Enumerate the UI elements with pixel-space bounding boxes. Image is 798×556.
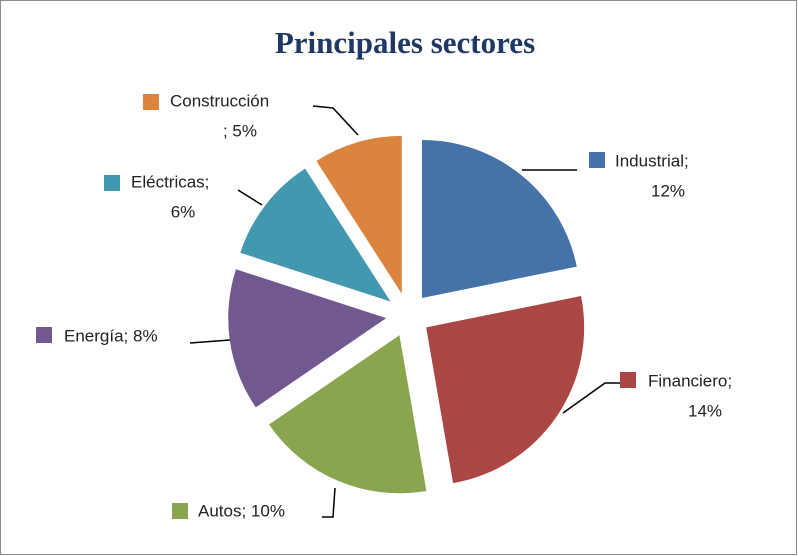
data-label: Autos; 10%	[198, 501, 285, 520]
data-label: Industrial;	[615, 151, 689, 170]
label-key	[172, 503, 188, 519]
pie-slice	[228, 269, 387, 408]
data-label: Eléctricas;	[131, 172, 209, 191]
pie-slice	[316, 135, 402, 294]
pie-slice	[269, 335, 427, 494]
label-key	[589, 152, 605, 168]
leader-line	[312, 105, 359, 136]
data-label: 6%	[171, 202, 196, 221]
pie-slice	[426, 296, 585, 484]
pie-slice	[421, 139, 577, 298]
data-label: Construcción	[170, 91, 269, 110]
leader-line	[189, 339, 231, 344]
label-key	[143, 94, 159, 110]
data-label: 12%	[651, 181, 685, 200]
leader-line	[562, 382, 620, 414]
leader-line	[237, 189, 263, 206]
label-key	[620, 372, 636, 388]
data-label: Financiero;	[648, 371, 732, 390]
label-key	[36, 327, 52, 343]
leader-line	[322, 487, 336, 518]
data-label: 14%	[688, 401, 722, 420]
data-label: Energía; 8%	[64, 326, 158, 345]
label-key	[104, 175, 120, 191]
pie-slice	[240, 168, 391, 302]
chart-title: Principales sectores	[275, 25, 535, 60]
data-label: ; 5%	[223, 121, 257, 140]
